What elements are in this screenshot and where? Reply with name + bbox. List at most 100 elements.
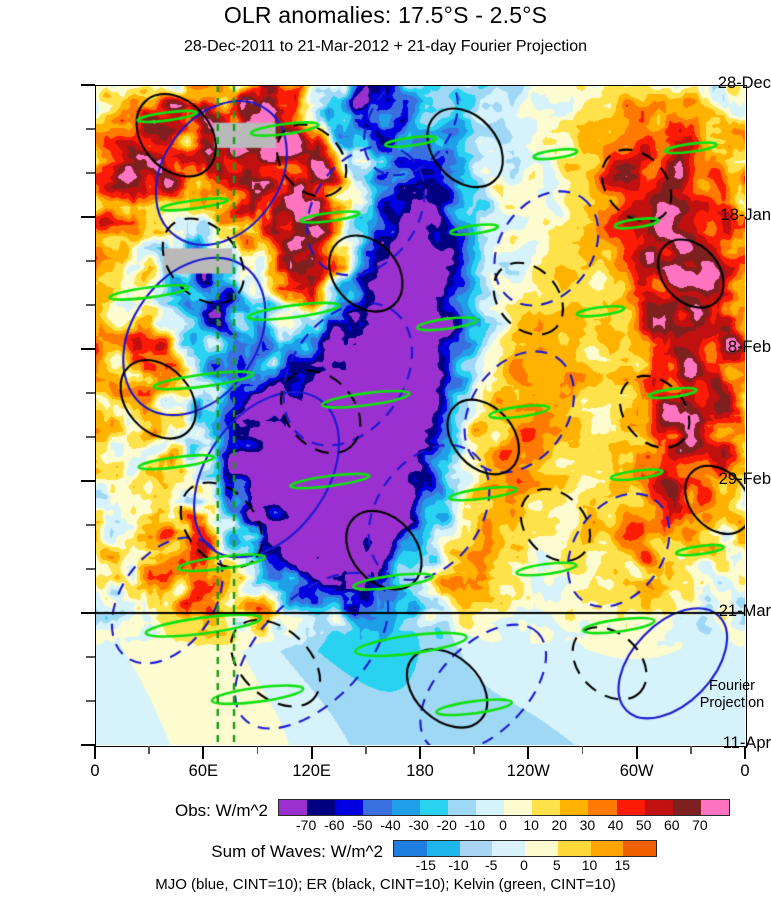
x-tick-minor [581, 746, 584, 754]
y-tick-minor [86, 568, 95, 570]
colorbar-tick-label: -5 [485, 857, 498, 873]
colorbar-swatch [391, 800, 420, 815]
colorbar-swatch [557, 841, 591, 856]
x-tick-label: 0 [90, 762, 100, 780]
x-tick-label: 60E [188, 762, 219, 780]
y-tick-major [81, 216, 95, 218]
colorbar-swatch [623, 841, 656, 856]
colorbar-swatch [426, 841, 460, 856]
colorbar-tick-label: -70 [296, 817, 317, 833]
contour-legend-caption: MJO (blue, CINT=10); ER (black, CINT=10)… [155, 876, 616, 893]
y-tick-minor [86, 128, 95, 130]
colorbar-tick-label: -60 [324, 817, 345, 833]
colorbar-swatch [525, 841, 558, 856]
colorbar-swatch [279, 800, 308, 815]
y-label-fourier-projection-line2: Projection [699, 694, 765, 711]
y-tick-label: 11-Apr [722, 734, 771, 752]
y-tick-minor [86, 392, 95, 394]
x-tick-label: 0 [740, 762, 750, 780]
colorbar-swatch [307, 800, 336, 815]
colorbar-waves-swatches [393, 840, 657, 857]
colorbar-tick-label: -20 [436, 817, 457, 833]
y-tick-minor [86, 524, 95, 526]
y-tick-major [81, 744, 95, 746]
y-tick-major [81, 84, 95, 86]
colorbar-swatch [672, 800, 701, 815]
colorbar-swatch [363, 800, 392, 815]
colorbar-swatch [447, 800, 476, 815]
colorbar-tick-label: 10 [581, 857, 598, 873]
colorbar-tick-label: 60 [663, 817, 680, 833]
colorbar-swatch [419, 800, 448, 815]
x-tick-label: 120E [292, 762, 331, 780]
x-tick-minor [473, 746, 475, 754]
colorbar-tick-label: -50 [352, 817, 373, 833]
colorbar-tick-label: 50 [635, 817, 652, 833]
x-tick-major [94, 746, 96, 759]
y-tick-minor [86, 656, 95, 658]
colorbar-obs-label: Obs: W/m^2 [175, 801, 268, 820]
plot-area[interactable] [95, 85, 745, 745]
colorbar-swatch [459, 841, 493, 856]
x-tick-minor [256, 746, 259, 754]
x-tick-minor [690, 746, 692, 754]
colorbar-obs-ticks: -70 -60 -50 -40 -30 -20 -10 0 10 20 30 40 50 60 70 [278, 817, 728, 833]
y-tick-major [81, 480, 95, 482]
colorbar-swatch [590, 841, 624, 856]
x-tick-minor [365, 746, 367, 754]
colorbar-tick-label: -10 [464, 817, 485, 833]
colorbar-swatch [588, 800, 617, 815]
colorbar-swatch [475, 800, 504, 815]
y-tick-label: 28-Dec [717, 74, 771, 92]
colorbar-swatch [504, 800, 533, 815]
y-tick-minor [86, 436, 95, 438]
colorbar-tick-label: 30 [579, 817, 596, 833]
colorbar-tick-label: 20 [551, 817, 568, 833]
y-tick-minor [86, 700, 95, 702]
colorbar-obs-swatches [278, 799, 730, 816]
y-tick-major [81, 612, 95, 614]
chart-title: OLR anomalies: 17.5°S - 2.5°S [223, 2, 548, 28]
y-tick-label: 8-Feb [727, 338, 771, 356]
colorbar-swatch [394, 841, 427, 856]
wave-contour-overlay [95, 85, 745, 745]
colorbar-tick-label: -15 [415, 857, 436, 873]
colorbar-swatch [644, 800, 673, 815]
colorbar-swatch [700, 800, 729, 815]
colorbar-tick-label: 0 [520, 857, 528, 873]
colorbar-tick-label: 40 [607, 817, 624, 833]
colorbar-tick-label: 15 [614, 857, 631, 873]
colorbar-swatch [492, 841, 525, 856]
y-label-fourier-projection-line1: Fourier [709, 678, 755, 695]
y-tick-major [81, 348, 95, 350]
x-tick-minor [148, 746, 150, 754]
colorbar-tick-label: 70 [692, 817, 708, 833]
x-tick-major [635, 746, 638, 759]
colorbar-tick-label: 10 [523, 817, 539, 833]
x-tick-major [202, 746, 205, 759]
colorbar-tick-label: 5 [552, 857, 561, 873]
x-tick-label: 120W [506, 762, 550, 780]
colorbar-swatch [616, 800, 645, 815]
colorbar-tick-label: -40 [380, 817, 401, 833]
x-tick-major [419, 746, 421, 759]
x-tick-major [744, 746, 746, 759]
chart-subtitle: 28-Dec-2011 to 21-Mar-2012 + 21-day Four… [183, 38, 588, 55]
y-tick-minor [86, 304, 95, 306]
colorbar-tick-label: -10 [448, 857, 469, 873]
colorbar-waves-ticks: -15 -10 -5 0 5 10 15 [393, 857, 655, 873]
colorbar-waves-label: Sum of Waves: W/m^2 [211, 842, 383, 861]
colorbar-tick-label: -30 [408, 817, 429, 833]
y-tick-label: 18-Jan [720, 206, 771, 224]
x-tick-label: 60W [619, 762, 654, 780]
y-tick-minor [86, 260, 95, 262]
colorbar-swatch [335, 800, 364, 815]
colorbar-swatch [560, 800, 589, 815]
x-tick-label: 180 [406, 762, 434, 780]
x-tick-major [527, 746, 530, 759]
y-tick-minor [86, 172, 95, 174]
colorbar-tick-label: 0 [499, 817, 507, 833]
y-tick-label: 21-Mar [718, 602, 771, 620]
colorbar-swatch [532, 800, 561, 815]
